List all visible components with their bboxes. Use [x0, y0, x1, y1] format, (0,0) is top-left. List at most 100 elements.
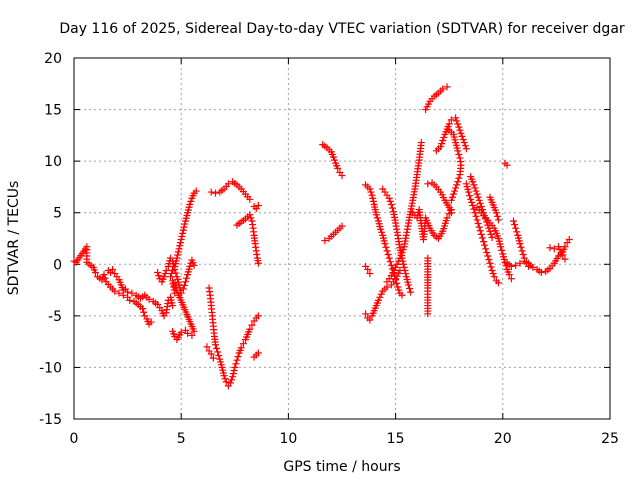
- y-tick-label: 15: [44, 103, 62, 119]
- data-point: [101, 274, 109, 282]
- series-t13: [319, 141, 346, 180]
- data-point: [400, 263, 408, 271]
- data-point: [473, 216, 481, 224]
- series-t26: [452, 114, 470, 153]
- data-point: [154, 269, 162, 277]
- series-t5: [166, 187, 200, 281]
- data-point: [374, 296, 382, 304]
- data-point: [368, 191, 376, 199]
- data-point: [439, 85, 447, 93]
- data-point: [369, 194, 377, 202]
- data-point: [510, 217, 518, 225]
- data-point: [437, 143, 445, 151]
- data-point: [477, 203, 485, 211]
- series-t8: [203, 343, 217, 362]
- data-point: [478, 234, 486, 242]
- data-point: [179, 226, 187, 234]
- series-t24: [432, 116, 455, 155]
- data-point: [394, 283, 402, 291]
- data-point: [177, 236, 185, 244]
- series-t16: [362, 262, 374, 278]
- data-point: [447, 116, 455, 124]
- series-t3: [128, 289, 177, 320]
- data-point: [454, 178, 462, 186]
- data-point: [424, 180, 432, 188]
- series-t30: [486, 193, 503, 224]
- data-point: [386, 197, 394, 205]
- data-point: [459, 135, 467, 143]
- data-point: [188, 331, 196, 339]
- data-point: [329, 153, 337, 161]
- y-tick-label: -10: [39, 360, 62, 376]
- data-point: [254, 259, 262, 267]
- data-point: [469, 201, 477, 209]
- data-point: [166, 273, 174, 281]
- data-point: [452, 114, 460, 122]
- data-point: [561, 243, 569, 251]
- data-point: [471, 184, 479, 192]
- data-point: [399, 260, 407, 268]
- data-point: [254, 312, 262, 320]
- data-point: [227, 379, 235, 387]
- data-point: [484, 252, 492, 260]
- series-t6: [169, 277, 198, 344]
- data-point: [483, 218, 491, 226]
- data-point: [213, 344, 221, 352]
- data-point: [386, 258, 394, 266]
- data-point: [367, 188, 375, 196]
- series-t2: [104, 265, 132, 296]
- data-point: [212, 341, 220, 349]
- data-point: [392, 263, 400, 271]
- data-point: [476, 199, 484, 207]
- data-point: [424, 310, 432, 318]
- series-t1: [70, 243, 155, 328]
- data-point: [366, 270, 374, 278]
- data-point: [406, 285, 414, 293]
- data-point: [490, 273, 498, 281]
- data-point: [455, 174, 463, 182]
- series-t9: [250, 349, 262, 361]
- data-point: [466, 192, 474, 200]
- data-point: [221, 375, 229, 383]
- data-point: [181, 278, 189, 286]
- data-point: [507, 275, 515, 283]
- data-point: [460, 139, 468, 147]
- data-point: [453, 117, 461, 125]
- data-point: [115, 289, 123, 297]
- data-point: [456, 126, 464, 134]
- x-tick-label: 25: [601, 431, 619, 447]
- data-point: [330, 156, 338, 164]
- data-point: [394, 257, 402, 265]
- data-point: [451, 187, 459, 195]
- data-point: [473, 190, 481, 198]
- series-t29: [473, 204, 515, 283]
- data-point: [472, 187, 480, 195]
- data-point: [449, 190, 457, 198]
- data-point: [461, 142, 469, 150]
- data-point: [186, 262, 194, 270]
- data-point: [395, 286, 403, 294]
- data-point: [392, 276, 400, 284]
- data-point: [468, 198, 476, 206]
- series-t21: [409, 206, 455, 244]
- data-point: [321, 237, 329, 245]
- data-point: [382, 243, 390, 251]
- data-point: [220, 372, 228, 380]
- data-point: [487, 230, 495, 238]
- data-point: [377, 290, 385, 298]
- data-point: [111, 287, 119, 295]
- data-point: [183, 274, 191, 282]
- data-point: [516, 259, 524, 267]
- data-point: [91, 269, 99, 277]
- data-point: [467, 195, 475, 203]
- data-point: [474, 220, 482, 228]
- data-point: [462, 145, 470, 153]
- data-point: [385, 194, 393, 202]
- y-tick-label: -15: [39, 412, 62, 428]
- series-t20: [424, 254, 432, 318]
- data-point: [140, 308, 148, 316]
- series-t14: [321, 222, 346, 245]
- data-point: [512, 224, 520, 232]
- data-point: [366, 185, 374, 193]
- data-point: [445, 120, 453, 128]
